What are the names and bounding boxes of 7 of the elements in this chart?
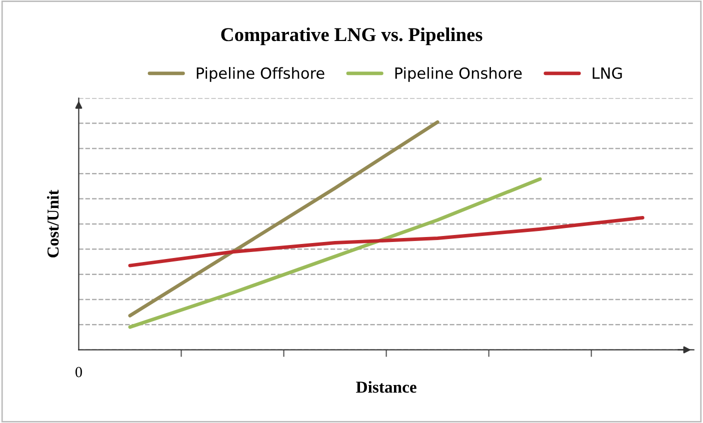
legend-label: Pipeline Offshore <box>196 67 324 82</box>
legend-label: Pipeline Onshore <box>395 67 522 82</box>
legend-label: LNG <box>592 67 622 79</box>
chart-title: Comparative LNG vs. Pipelines <box>221 27 482 46</box>
text: 0 <box>76 366 82 378</box>
x-axis-title: Distance <box>356 381 416 393</box>
y-axis-title: Cost/Unit <box>46 190 59 258</box>
